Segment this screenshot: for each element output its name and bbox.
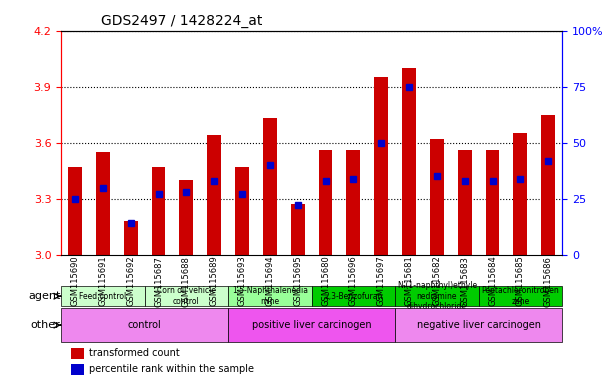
Text: GSM115691: GSM115691 bbox=[98, 256, 108, 306]
Text: control: control bbox=[128, 320, 161, 330]
Text: GSM115682: GSM115682 bbox=[433, 256, 441, 306]
Text: agent: agent bbox=[28, 291, 60, 301]
Bar bbox=[458, 150, 472, 255]
Bar bbox=[513, 133, 527, 255]
Text: positive liver carcinogen: positive liver carcinogen bbox=[252, 320, 371, 330]
Text: GDS2497 / 1428224_at: GDS2497 / 1428224_at bbox=[101, 14, 263, 28]
Text: 2,3-Benzofuran: 2,3-Benzofuran bbox=[324, 292, 382, 301]
FancyBboxPatch shape bbox=[478, 286, 562, 306]
FancyBboxPatch shape bbox=[228, 308, 395, 343]
FancyBboxPatch shape bbox=[395, 308, 562, 343]
FancyBboxPatch shape bbox=[61, 308, 228, 343]
FancyBboxPatch shape bbox=[61, 286, 145, 306]
Bar bbox=[318, 150, 332, 255]
Bar bbox=[541, 115, 555, 255]
Text: GSM115693: GSM115693 bbox=[238, 256, 246, 306]
Bar bbox=[346, 150, 360, 255]
Bar bbox=[402, 68, 416, 255]
Bar bbox=[71, 364, 84, 375]
Text: GSM115690: GSM115690 bbox=[70, 256, 79, 306]
Text: N-(1-naphthyl)ethyle
nediamine
dihydrochloride: N-(1-naphthyl)ethyle nediamine dihydroch… bbox=[397, 281, 477, 311]
Bar bbox=[263, 118, 277, 255]
Text: GSM115684: GSM115684 bbox=[488, 256, 497, 306]
Bar bbox=[207, 135, 221, 255]
FancyBboxPatch shape bbox=[145, 286, 228, 306]
Bar bbox=[235, 167, 249, 255]
Bar bbox=[96, 152, 110, 255]
Text: other: other bbox=[31, 320, 60, 330]
FancyBboxPatch shape bbox=[228, 286, 312, 306]
Bar bbox=[71, 348, 84, 359]
Text: negative liver carcinogen: negative liver carcinogen bbox=[417, 320, 541, 330]
Text: GSM115689: GSM115689 bbox=[210, 256, 219, 306]
Text: transformed count: transformed count bbox=[89, 348, 180, 358]
Text: Pentachloronitroben
zene: Pentachloronitroben zene bbox=[481, 286, 559, 306]
Text: GSM115697: GSM115697 bbox=[377, 256, 386, 306]
Text: GSM115685: GSM115685 bbox=[516, 256, 525, 306]
Bar bbox=[123, 221, 137, 255]
Text: GSM115681: GSM115681 bbox=[404, 256, 414, 306]
Text: GSM115688: GSM115688 bbox=[182, 256, 191, 306]
Bar bbox=[291, 204, 305, 255]
Text: GSM115680: GSM115680 bbox=[321, 256, 330, 306]
Bar bbox=[68, 167, 82, 255]
Text: GSM115695: GSM115695 bbox=[293, 256, 302, 306]
Text: GSM115687: GSM115687 bbox=[154, 256, 163, 306]
FancyBboxPatch shape bbox=[312, 286, 395, 306]
Bar bbox=[180, 180, 193, 255]
Text: GSM115692: GSM115692 bbox=[126, 256, 135, 306]
FancyBboxPatch shape bbox=[395, 286, 478, 306]
Bar bbox=[152, 167, 166, 255]
Text: Corn oil vehicle
control: Corn oil vehicle control bbox=[157, 286, 216, 306]
Bar bbox=[486, 150, 500, 255]
Text: GSM115694: GSM115694 bbox=[265, 256, 274, 306]
Text: GSM115696: GSM115696 bbox=[349, 256, 358, 306]
Bar bbox=[430, 139, 444, 255]
Text: 1,5-Naphthalenedia
mine: 1,5-Naphthalenedia mine bbox=[232, 286, 308, 306]
Text: GSM115686: GSM115686 bbox=[544, 256, 553, 306]
Text: percentile rank within the sample: percentile rank within the sample bbox=[89, 364, 254, 374]
Text: GSM115683: GSM115683 bbox=[460, 256, 469, 306]
Text: Feed control: Feed control bbox=[79, 292, 126, 301]
Bar bbox=[374, 78, 388, 255]
